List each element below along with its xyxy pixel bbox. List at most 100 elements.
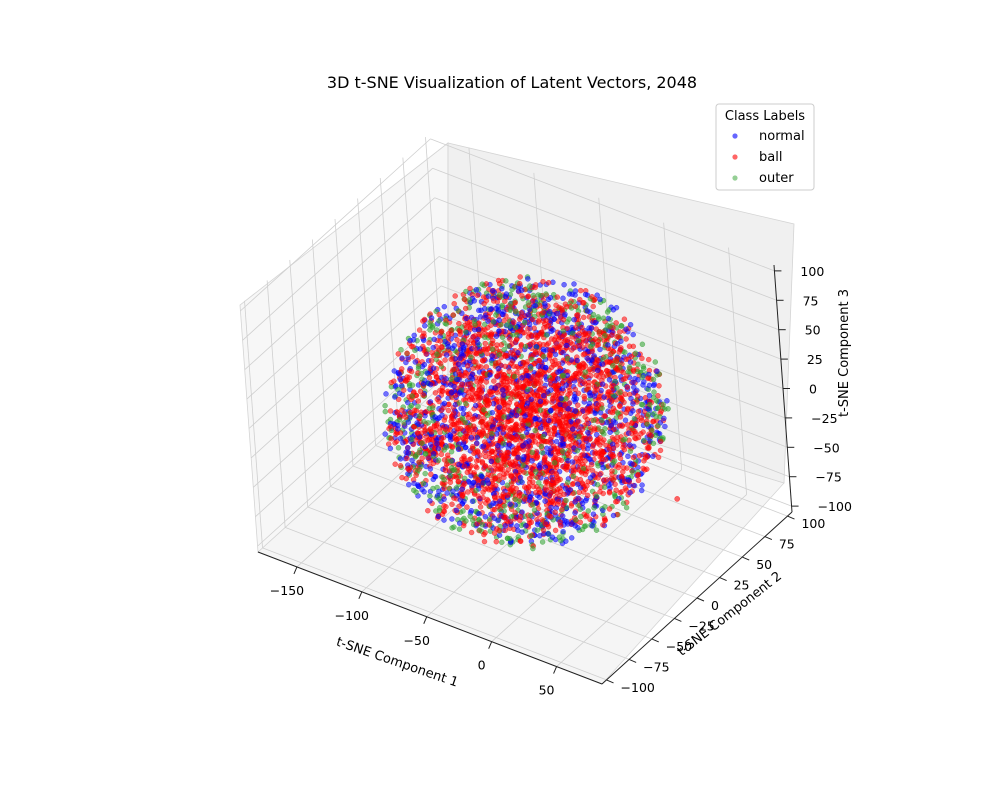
y-tick-label: 75 bbox=[779, 537, 795, 552]
data-point-outer bbox=[610, 363, 616, 369]
data-point-normal bbox=[495, 365, 502, 372]
data-point-outer bbox=[611, 458, 618, 464]
data-point-outer bbox=[623, 504, 630, 511]
data-point-ball bbox=[455, 425, 462, 432]
y-tick bbox=[606, 679, 614, 684]
data-point-normal bbox=[523, 429, 530, 436]
legend: Class Labels normal ball outer bbox=[715, 103, 815, 191]
data-point-outer bbox=[463, 400, 469, 407]
legend-marker-normal bbox=[732, 133, 738, 139]
data-point-ball bbox=[621, 399, 627, 406]
data-point-normal bbox=[572, 408, 579, 414]
data-point-outer bbox=[651, 389, 657, 395]
data-point-ball bbox=[617, 329, 623, 335]
data-point-normal bbox=[412, 359, 419, 365]
data-point-normal bbox=[560, 528, 566, 535]
data-point-ball bbox=[441, 508, 448, 515]
data-point-normal bbox=[397, 435, 404, 442]
data-point-outer bbox=[499, 302, 506, 309]
data-point-ball bbox=[596, 329, 603, 335]
data-point-normal bbox=[405, 444, 411, 451]
data-point-ball bbox=[629, 420, 635, 427]
data-point-ball bbox=[606, 488, 613, 495]
data-point-ball bbox=[547, 492, 553, 498]
data-point-ball bbox=[543, 317, 549, 324]
data-point-ball bbox=[658, 408, 664, 414]
data-point-outer bbox=[513, 308, 519, 315]
data-point-ball bbox=[434, 396, 441, 403]
data-point-normal bbox=[396, 390, 403, 397]
data-point-outer bbox=[573, 517, 579, 523]
data-point-outer bbox=[591, 505, 597, 511]
data-point-outer bbox=[434, 351, 440, 358]
data-point-ball bbox=[550, 498, 556, 505]
data-point-ball bbox=[577, 378, 583, 384]
data-point-ball bbox=[580, 364, 587, 371]
z-tick-label: −50 bbox=[813, 440, 839, 455]
data-point-normal bbox=[468, 374, 474, 380]
data-point-normal bbox=[646, 382, 653, 389]
data-point-ball bbox=[501, 514, 507, 521]
data-point-outer bbox=[408, 402, 415, 409]
data-point-ball bbox=[534, 516, 540, 523]
data-point-outer bbox=[448, 458, 454, 464]
data-point-ball bbox=[575, 390, 582, 397]
data-point-ball bbox=[597, 435, 603, 441]
data-point-outer bbox=[508, 514, 515, 520]
data-point-ball bbox=[507, 336, 513, 342]
data-point-ball bbox=[584, 492, 591, 499]
data-point-ball bbox=[428, 358, 435, 364]
data-point-normal bbox=[441, 303, 448, 310]
data-point-ball bbox=[445, 334, 451, 341]
data-point-ball bbox=[634, 393, 641, 400]
data-point-outer bbox=[531, 307, 538, 314]
data-point-normal bbox=[444, 490, 450, 496]
data-point-ball bbox=[438, 439, 445, 446]
data-point-ball bbox=[464, 363, 471, 369]
data-point-ball bbox=[536, 357, 542, 364]
data-point-normal bbox=[414, 420, 420, 426]
data-point-normal bbox=[569, 291, 575, 297]
data-point-outer bbox=[653, 413, 659, 420]
data-point-normal bbox=[409, 457, 415, 464]
data-point-normal bbox=[537, 398, 544, 405]
data-point-normal bbox=[474, 434, 481, 441]
data-point-ball bbox=[607, 451, 614, 457]
data-point-ball bbox=[468, 529, 475, 536]
data-point-outer bbox=[650, 376, 657, 383]
data-point-ball bbox=[521, 359, 527, 366]
data-point-ball bbox=[506, 385, 512, 391]
data-point-normal bbox=[397, 376, 404, 383]
data-point-outer bbox=[406, 382, 413, 389]
data-point-outer bbox=[533, 469, 539, 475]
x-tick-label: −50 bbox=[404, 633, 430, 648]
data-point-ball bbox=[616, 349, 622, 355]
data-point-ball bbox=[525, 325, 531, 332]
data-point-ball bbox=[581, 396, 588, 402]
data-point-outer bbox=[534, 527, 541, 533]
data-point-normal bbox=[496, 317, 503, 323]
data-point-outer bbox=[382, 402, 388, 409]
data-point-outer bbox=[520, 433, 526, 440]
data-point-normal bbox=[536, 462, 542, 469]
data-point-normal bbox=[441, 400, 448, 407]
data-point-normal bbox=[589, 523, 596, 529]
data-point-ball bbox=[402, 414, 409, 420]
data-point-outer bbox=[529, 502, 536, 508]
x-tick bbox=[423, 616, 428, 624]
data-point-normal bbox=[618, 338, 624, 345]
data-point-ball bbox=[530, 479, 536, 485]
data-point-ball bbox=[388, 435, 394, 442]
data-point-normal bbox=[435, 445, 442, 452]
data-point-normal bbox=[403, 449, 409, 455]
data-point-ball bbox=[657, 438, 664, 445]
data-point-normal bbox=[485, 293, 492, 299]
data-point-normal bbox=[555, 376, 561, 382]
data-point-ball bbox=[510, 379, 516, 386]
data-point-normal bbox=[422, 323, 428, 329]
data-point-ball bbox=[583, 513, 589, 520]
data-point-ball bbox=[516, 280, 523, 287]
data-point-ball bbox=[513, 422, 519, 428]
data-point-ball bbox=[590, 303, 596, 310]
data-point-normal bbox=[548, 328, 554, 335]
